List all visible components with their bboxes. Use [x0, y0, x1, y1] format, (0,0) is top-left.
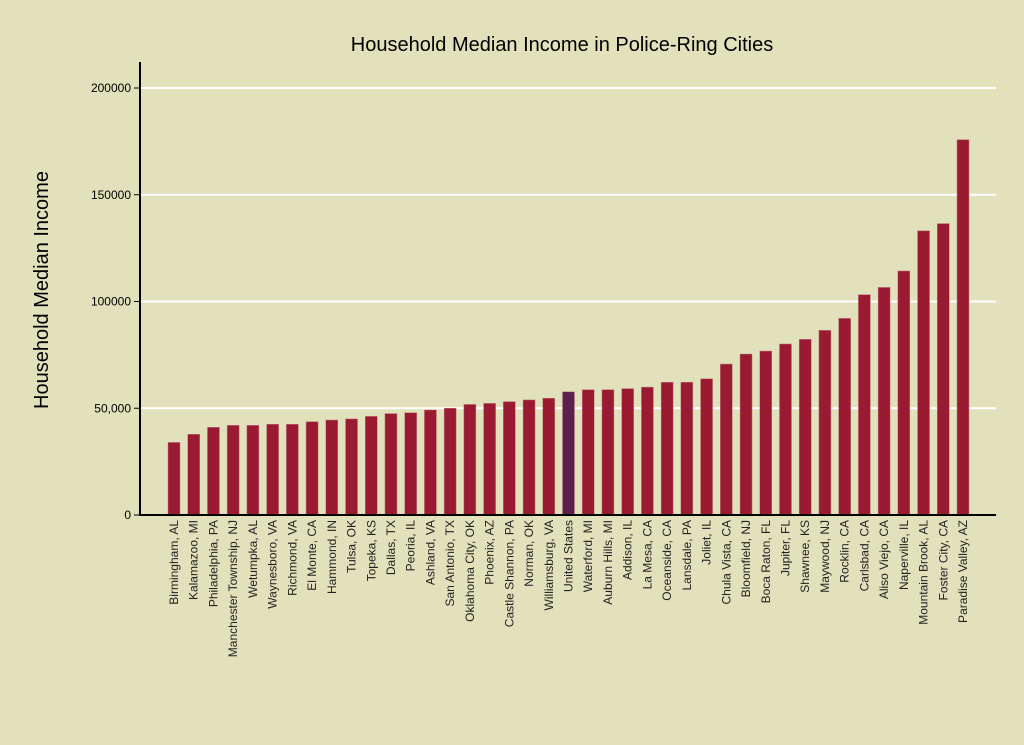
y-tick-label: 150000	[91, 188, 131, 202]
bar	[424, 409, 437, 516]
x-tick-label: Joliet, IL	[700, 520, 714, 565]
x-tick-label: Tulsa, OK	[345, 520, 359, 573]
bar	[187, 434, 200, 516]
bar	[365, 416, 378, 516]
bar	[680, 381, 694, 516]
x-tick-label: Lansdale, PA	[680, 520, 694, 591]
chart-title: Household Median Income in Police-Ring C…	[351, 34, 773, 56]
bar	[877, 287, 891, 516]
y-axis-label: Household Median Income	[31, 171, 53, 409]
bar	[818, 330, 832, 516]
bar	[739, 353, 753, 516]
x-tick-label: Oklahoma City, OK	[463, 520, 477, 622]
x-tick-label: Addison, IL	[621, 520, 635, 580]
x-tick-label: Waynesboro, VA	[266, 520, 280, 609]
bar	[246, 425, 260, 516]
x-tick-label: Jupiter, FL	[778, 520, 792, 576]
x-tick-label: Paradise Valley, AZ	[956, 520, 970, 623]
x-tick-label: Kalamazoo, MI	[187, 520, 201, 600]
x-tick-label: Foster City, CA	[936, 520, 950, 600]
bar	[798, 339, 812, 516]
bar	[443, 408, 457, 516]
bar	[897, 270, 911, 516]
bar	[384, 413, 398, 516]
bar	[858, 294, 871, 516]
bar	[601, 389, 615, 516]
y-tick-label: 200000	[91, 81, 131, 95]
x-tick-label: Bloomfield, NJ	[739, 520, 753, 597]
bar	[404, 412, 417, 516]
bar	[207, 427, 220, 516]
y-tick-label: 0	[124, 508, 131, 522]
bar	[305, 421, 319, 516]
bar	[503, 401, 516, 516]
x-tick-label: Aliso Viejo, CA	[877, 520, 891, 599]
bar	[463, 404, 477, 516]
x-tick-label: Manchester Township, NJ	[226, 520, 240, 657]
bar	[483, 403, 496, 516]
x-tick-label: Philadelphia, PA	[206, 520, 220, 607]
bar	[167, 442, 181, 516]
bar	[621, 388, 634, 516]
bar	[641, 386, 654, 516]
x-tick-label: Topeka, KS	[364, 520, 378, 581]
bar	[660, 381, 674, 516]
bar	[345, 418, 358, 516]
bar	[542, 397, 556, 516]
bar	[562, 391, 575, 516]
bar	[937, 223, 950, 516]
x-tick-label: Dallas, TX	[384, 520, 398, 575]
bar	[838, 318, 851, 516]
x-tick-label: Auburn Hills, MI	[601, 520, 615, 605]
x-tick-label: Boca Raton, FL	[759, 520, 773, 604]
x-tick-label: Chula Vista, CA	[719, 520, 733, 605]
x-tick-label: Oceanside, CA	[660, 520, 674, 601]
bar	[759, 350, 772, 516]
bar	[700, 378, 713, 516]
x-tick-label: Castle Shannon, PA	[502, 520, 516, 627]
bar	[581, 389, 595, 516]
bar	[286, 424, 299, 516]
x-tick-label: Carlsbad, CA	[857, 520, 871, 591]
bar	[522, 399, 536, 516]
x-tick-label: Naperville, IL	[897, 520, 911, 590]
x-tick-label: La Mesa, CA	[640, 520, 654, 589]
x-tick-label: Williamsburg, VA	[542, 520, 556, 610]
x-tick-label: Peoria, IL	[404, 520, 418, 572]
x-tick-label: Richmond, VA	[285, 520, 299, 596]
x-tick-label: Mountain Brook, AL	[917, 520, 931, 625]
x-tick-label: Norman, OK	[522, 520, 536, 587]
bar	[956, 139, 970, 516]
y-tick-label: 100000	[91, 295, 131, 309]
x-tick-label: Ashland, VA	[423, 520, 437, 585]
x-tick-label: Shawnee, KS	[798, 520, 812, 593]
bar	[917, 230, 930, 516]
bar	[779, 343, 792, 516]
x-tick-label: San Antonio, TX	[443, 520, 457, 607]
x-tick-label: Phoenix, AZ	[483, 520, 497, 585]
x-tick-label: Rocklin, CA	[838, 520, 852, 583]
x-tick-label: United States	[562, 520, 576, 592]
bar	[226, 425, 240, 516]
x-tick-label: El Monte, CA	[305, 520, 319, 591]
x-tick-label: Birmingham, AL	[167, 520, 181, 605]
y-tick-label: 50,000	[94, 401, 131, 415]
bar	[266, 424, 279, 516]
bar	[325, 419, 339, 516]
x-tick-label: Wetumpka, AL	[246, 520, 260, 598]
x-tick-label: Hammond, IN	[325, 520, 339, 594]
x-tick-label: Waterford, MI	[581, 520, 595, 592]
x-tick-label: Maywood, NJ	[818, 520, 832, 593]
bar	[720, 363, 733, 516]
